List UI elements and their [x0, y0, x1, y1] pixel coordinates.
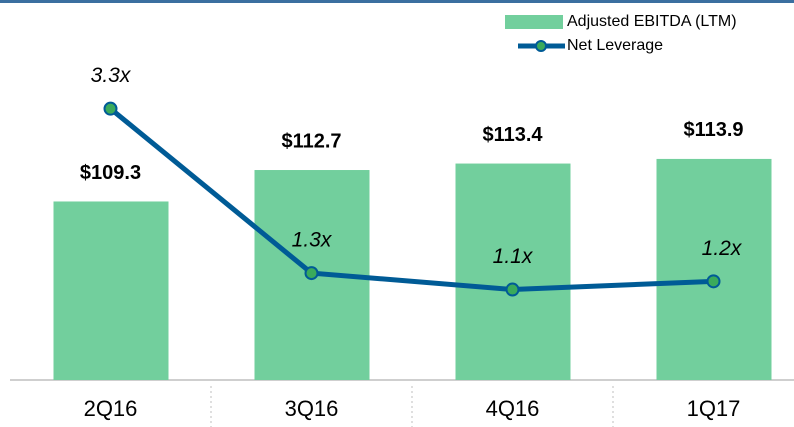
legend-label: Adjusted EBITDA (LTM) [567, 13, 737, 30]
bar [656, 158, 772, 380]
line-value-label: 1.3x [292, 229, 333, 252]
line-value-label: 1.1x [493, 245, 534, 268]
legend-marker [535, 40, 547, 52]
bar-value-label: $113.4 [482, 124, 543, 146]
x-tick-label: 1Q17 [687, 396, 741, 421]
line [108, 106, 714, 293]
bar [53, 201, 169, 380]
bar-value-label: $113.9 [683, 119, 743, 141]
legend-label: Net Leverage [567, 37, 663, 54]
bar [455, 163, 571, 380]
line-value-label: 1.2x [702, 237, 743, 260]
line-marker [505, 282, 520, 297]
bar-value-label: $109.3 [80, 162, 141, 184]
line-marker [103, 101, 118, 116]
line-marker [706, 274, 721, 289]
x-tick-label: 3Q16 [285, 396, 339, 421]
line-marker [304, 266, 319, 281]
legend-swatch [505, 15, 563, 29]
line-value-label: 3.3x [91, 64, 132, 87]
x-tick-label: 2Q16 [84, 396, 138, 421]
x-tick-label: 4Q16 [486, 396, 540, 421]
bar-value-label: $112.7 [281, 130, 341, 152]
